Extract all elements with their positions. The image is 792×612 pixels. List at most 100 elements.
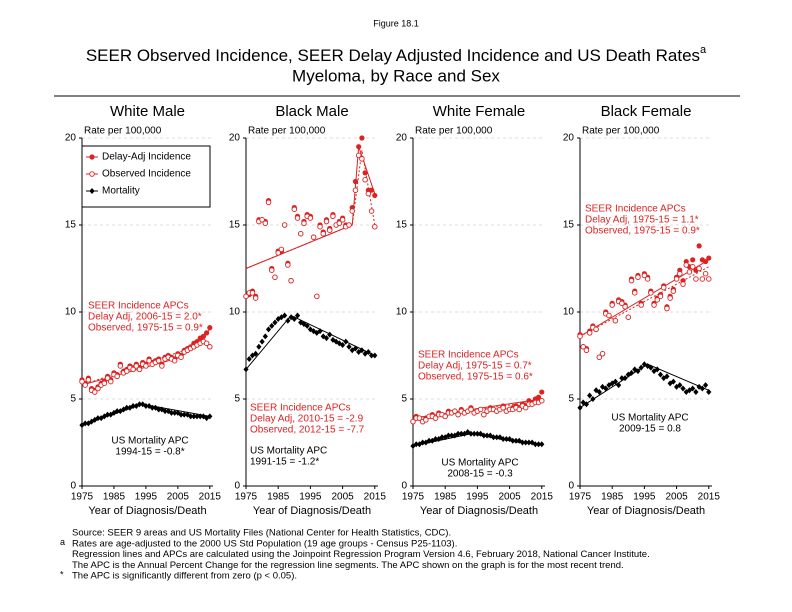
observed-point [677,270,683,277]
trend-line [579,266,710,337]
mortality-point [603,385,609,392]
observed-point [622,304,628,310]
observed-point [660,284,667,291]
mortality-point [580,399,586,406]
x-tick-label: 1995 [299,492,322,503]
mortality-point [352,345,359,352]
observed-point [79,378,85,385]
mortality-point [314,329,320,336]
mortality-point [487,432,493,439]
incidence-point [690,257,696,263]
observed-point [452,408,458,414]
title-text: SEER Observed Incidence, SEER Delay Adju… [86,46,700,65]
observed-point [481,411,487,418]
observed-point [664,305,670,312]
mortality-point [259,338,265,345]
y-tick-label: 15 [65,220,77,231]
observed-point [307,215,314,221]
incidence-point [362,170,368,176]
mortality-point [680,385,686,392]
mortality-point [664,373,670,380]
mortality-point [172,409,178,416]
mortality-point [130,402,136,409]
observed-point [625,314,632,320]
observed-point [101,380,108,387]
observed-point [423,417,429,423]
observed-point [696,265,702,272]
y-tick-label: 0 [70,481,76,492]
mortality-point [343,338,349,345]
mortality-point [481,432,487,439]
incidence-apc-note: SEER Incidence APCs [585,204,686,215]
legend-marker [89,188,95,194]
incidence-point [204,330,210,336]
y-tick-label: 0 [568,481,574,492]
observed-point [310,234,317,240]
observed-point [628,277,635,284]
observed-point [346,222,352,228]
observed-point [320,230,327,237]
observed-point [95,385,101,392]
incidence-point [368,187,375,193]
incidence-point [352,178,359,185]
x-tick-label: 2005 [167,492,190,503]
mortality-point [92,416,98,423]
incidence-apc-note: Delay Adj, 1975-15 = 1.1* [585,215,699,226]
observed-point [281,222,288,228]
x-tick-label: 1985 [434,492,457,503]
mortality-point [95,415,101,422]
incidence-apc-note: Observed, 1975-15 = 0.9* [585,226,700,237]
y-tick-label: 10 [396,307,408,318]
observed-point [297,230,304,237]
observed-point [580,344,586,350]
y-tick-label: 5 [234,394,240,405]
mortality-point [333,338,339,345]
mortality-point [98,415,104,422]
observed-point [500,404,506,411]
footnote: The APC is significantly different from … [72,571,297,582]
footnote-marker: * [60,570,64,580]
observed-point [108,378,114,385]
trend-line [245,314,375,370]
observed-point [699,276,706,282]
panel-title: Black Male [275,103,348,120]
mortality-point [657,371,664,378]
mortality-point [253,350,259,357]
mortality-point [194,413,200,420]
observed-point [596,354,603,360]
mortality-point [471,430,477,437]
mortality-point [526,439,532,446]
mortality-point [635,368,641,375]
observed-point [468,406,474,413]
mortality-point [256,343,262,350]
footnote: Rates are age-adjusted to the 2000 US St… [72,538,457,549]
mortality-point [372,352,378,359]
mortality-point [484,432,490,439]
y-tick-label: 10 [563,307,575,318]
mortality-point [590,396,596,402]
legend-marker [89,154,95,160]
observed-point [641,272,648,279]
mortality-apc-note: US Mortality APC [611,413,688,424]
observed-point [416,415,423,421]
observed-point [85,377,92,383]
observed-point [644,276,651,282]
mortality-point [632,366,638,373]
observed-point [638,302,644,308]
observed-point [288,277,294,284]
mortality-point [677,382,683,389]
mortality-point [320,333,326,340]
observed-point [599,351,606,357]
x-tick-label: 1995 [135,492,158,503]
observed-point [301,220,307,227]
legend-marker [89,171,95,177]
mortality-point [651,368,657,375]
mortality-point [143,402,149,409]
mortality-point [510,437,516,444]
mortality-point [149,404,155,411]
observed-point [455,411,461,418]
observed-point [689,264,696,270]
mortality-point [327,331,333,338]
mortality-point [596,389,602,396]
